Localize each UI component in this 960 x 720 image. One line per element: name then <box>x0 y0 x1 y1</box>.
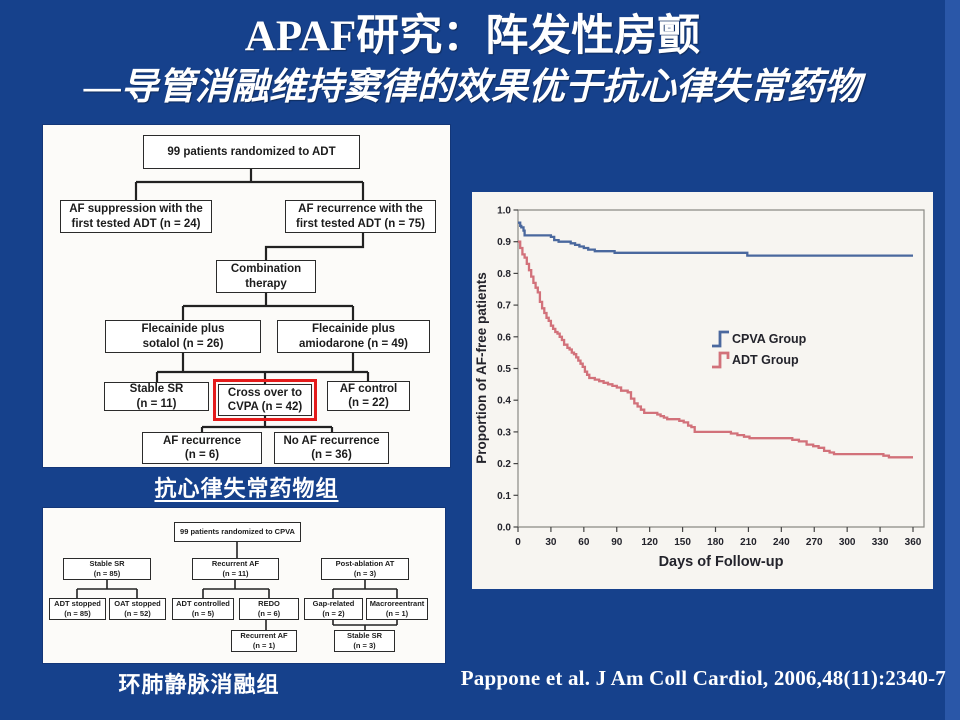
flow-node: AF recurrence (n = 6) <box>142 432 262 464</box>
y-tick-label: 0.8 <box>497 269 511 280</box>
flow-connector <box>134 169 365 200</box>
flow-node: Gap-related (n = 2) <box>304 598 363 620</box>
right-edge-stripe <box>945 0 960 720</box>
km-chart-panel: 0.0 0.1 0.2 0.3 0.4 0.5 0.6 0.7 0.8 0.9 1.0 0 30 60 90… <box>472 192 933 589</box>
flow-node: AF control (n = 22) <box>327 381 410 411</box>
plot-frame <box>517 209 925 528</box>
slide-title: APAF研究：阵发性房颤 <box>244 13 701 60</box>
cpva-group-label: 环肺静脉消融组 <box>118 672 280 697</box>
flow-connector <box>202 580 270 598</box>
cpva-flowchart-panel: 99 patients randomized to CPVA Stable SR … <box>43 508 445 663</box>
flow-node: 99 patients randomized to CPVA <box>174 522 301 542</box>
x-tick-label: 60 <box>578 537 590 548</box>
flow-node: Combination therapy <box>216 260 316 293</box>
flow-node: ADT controlled (n = 5) <box>172 598 234 620</box>
legend-step-icon <box>712 330 729 348</box>
y-tick-label: 0.5 <box>497 364 511 375</box>
flow-node: Flecainide plus sotalol (n = 26) <box>105 320 261 353</box>
slide-subtitle: —导管消融维持窦律的效果优于抗心律失常药物 <box>84 67 861 108</box>
y-tick-label: 0.2 <box>497 459 511 470</box>
legend-step-icon <box>712 351 730 369</box>
flow-connector <box>155 353 370 384</box>
flow-node: Stable SR (n = 3) <box>334 630 395 652</box>
y-tick-label: 0.4 <box>497 396 511 407</box>
km-chart: 0.0 0.1 0.2 0.3 0.4 0.5 0.6 0.7 0.8 0.9 1.0 0 30 60 90… <box>474 206 925 570</box>
km-curve-cpva <box>518 221 913 257</box>
flow-node: REDO (n = 6) <box>239 598 299 620</box>
flow-connector <box>200 416 334 432</box>
flow-node: ADT stopped (n = 85) <box>49 598 106 620</box>
flow-node: Recurrent AF (n = 1) <box>231 630 297 652</box>
flow-node: Macroreentrant (n = 1) <box>366 598 428 620</box>
x-tick-label: 270 <box>806 537 823 548</box>
flow-node-highlighted: Cross over to CVPA (n = 42) <box>213 379 317 421</box>
legend-label: CPVA Group <box>732 332 807 346</box>
x-tick-label: 210 <box>740 537 757 548</box>
y-tick-label: 0.0 <box>497 523 511 534</box>
flow-node: Recurrent AF (n = 11) <box>192 558 279 580</box>
adt-group-label: 抗心律失常药物组 <box>154 476 339 501</box>
legend-item: ADT Group <box>712 351 799 369</box>
flow-node: OAT stopped (n = 52) <box>109 598 166 620</box>
flow-node: Flecainide plus amiodarone (n = 49) <box>277 320 430 353</box>
flow-connector <box>264 233 365 260</box>
flow-node: Stable SR (n = 85) <box>63 558 151 580</box>
flow-connector <box>332 580 398 598</box>
x-tick-label: 150 <box>674 537 691 548</box>
flow-node: AF recurrence with the first tested ADT … <box>285 200 436 233</box>
adt-flowchart-connectors <box>134 169 370 432</box>
x-tick-label: 240 <box>773 537 790 548</box>
y-tick-label: 0.9 <box>497 237 511 248</box>
x-tick-label: 0 <box>515 537 521 548</box>
adt-flowchart-panel: 99 patients randomized to ADT AF suppress… <box>43 125 450 467</box>
y-axis-title: Proportion of AF-free patients <box>474 272 489 464</box>
x-axis-title: Days of Follow-up <box>659 554 784 570</box>
citation: Pappone et al. J Am Coll Cardiol, 2006,4… <box>460 666 946 690</box>
y-tick-label: 0.1 <box>497 491 511 502</box>
flow-connector <box>76 580 138 598</box>
km-curve-adt <box>518 240 913 459</box>
x-tick-label: 360 <box>905 537 922 548</box>
x-tick-label: 120 <box>641 537 658 548</box>
x-tick-label: 330 <box>872 537 889 548</box>
y-tick-label: 1.0 <box>497 206 511 217</box>
flow-node: No AF recurrence (n = 36) <box>274 432 389 464</box>
flow-node: AF suppression with the first tested ADT… <box>60 200 212 233</box>
y-tick-label: 0.7 <box>497 301 511 312</box>
y-tick-label: 0.3 <box>497 427 511 438</box>
flow-node: Post-ablation AT (n = 3) <box>321 558 409 580</box>
x-tick-label: 90 <box>611 537 623 548</box>
y-tick-label: 0.6 <box>497 332 511 343</box>
x-tick-label: 300 <box>839 537 856 548</box>
x-tick-label: 30 <box>545 537 557 548</box>
flow-connector <box>181 293 355 320</box>
legend-item: CPVA Group <box>712 330 807 348</box>
cpva-flowchart-connectors <box>76 542 398 630</box>
flow-node: 99 patients randomized to ADT <box>143 135 360 169</box>
flow-connector <box>332 620 398 630</box>
legend-label: ADT Group <box>732 353 799 367</box>
x-tick-label: 180 <box>707 537 724 548</box>
flow-node: Stable SR (n = 11) <box>104 382 209 411</box>
